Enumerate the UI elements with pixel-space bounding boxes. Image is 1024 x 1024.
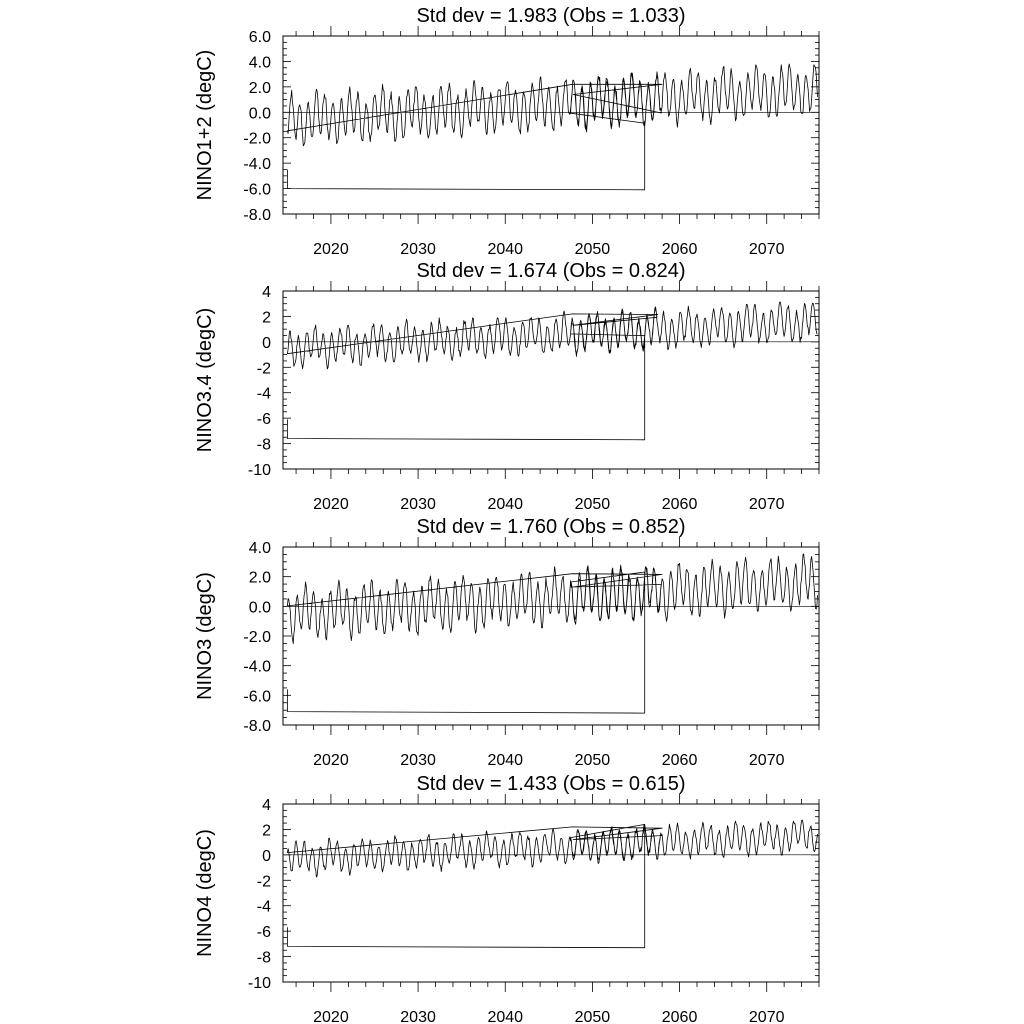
chart-panel-3: Std dev = 1.760 (Obs = 0.852) NINO3 (degC…: [194, 516, 820, 769]
x-tick-label: 2030: [400, 496, 436, 513]
x-tick-label: 2030: [400, 241, 436, 258]
y-axis-label: NINO3.4 (degC): [194, 308, 216, 453]
chart-title: Std dev = 1.433 (Obs = 0.615): [416, 773, 685, 795]
x-tick-label: 2070: [749, 496, 785, 513]
plot-frame: [282, 803, 820, 983]
nino-index-series-line: [287, 819, 818, 949]
y-axis-label: NINO1+2 (degC): [194, 50, 216, 201]
y-tick-label: 2.0: [249, 80, 271, 97]
x-tick-label: 2060: [662, 752, 698, 769]
x-tick-label: 2050: [575, 1009, 611, 1024]
y-tick-label: 2: [262, 309, 271, 326]
x-tick-label: 2030: [400, 752, 436, 769]
x-tick-label: 2040: [487, 1009, 523, 1024]
x-tick-label: 2050: [575, 496, 611, 513]
y-tick-label: 4.0: [249, 540, 271, 557]
y-tick-label: 4.0: [249, 54, 271, 71]
x-tick-label: 2040: [487, 496, 523, 513]
chart-panel-1: Std dev = 1.983 (Obs = 1.033) NINO1+2 (de…: [194, 5, 820, 258]
y-tick-label: -6: [257, 411, 271, 428]
y-tick-label: -8.0: [243, 207, 271, 224]
x-tick-label: 2020: [313, 496, 349, 513]
plot-frame: [282, 290, 820, 470]
y-tick-label: -2.0: [243, 629, 271, 646]
y-tick-label: 4: [262, 797, 271, 814]
y-tick-label: -8.0: [243, 718, 271, 735]
y-tick-label: -8: [257, 437, 271, 454]
y-tick-label: 2.0: [249, 570, 271, 587]
x-tick-label: 2030: [400, 1009, 436, 1024]
x-tick-label: 2060: [662, 1009, 698, 1024]
x-tick-label: 2020: [313, 241, 349, 258]
y-tick-label: -4.0: [243, 156, 271, 173]
y-tick-label: 2: [262, 822, 271, 839]
x-tick-label: 2020: [313, 1009, 349, 1024]
y-tick-label: -2: [257, 360, 271, 377]
y-tick-label: 0.0: [249, 599, 271, 616]
x-tick-label: 2040: [487, 752, 523, 769]
x-tick-label: 2060: [662, 241, 698, 258]
x-tick-label: 2040: [487, 241, 523, 258]
y-axis-label: NINO3 (degC): [194, 572, 216, 700]
y-tick-label: -4.0: [243, 659, 271, 676]
x-tick-label: 2070: [749, 241, 785, 258]
y-tick-label: -2.0: [243, 131, 271, 148]
y-tick-label: -6: [257, 924, 271, 941]
nino-index-series-line: [287, 553, 818, 714]
x-tick-label: 2070: [749, 752, 785, 769]
x-tick-label: 2050: [575, 752, 611, 769]
y-tick-label: 0: [262, 335, 271, 352]
chart-title: Std dev = 1.983 (Obs = 1.033): [416, 5, 685, 27]
y-tick-label: -8: [257, 950, 271, 967]
chart-title: Std dev = 1.760 (Obs = 0.852): [416, 516, 685, 538]
y-tick-label: -10: [248, 462, 271, 479]
x-tick-label: 2060: [662, 496, 698, 513]
y-tick-label: 4: [262, 284, 271, 301]
y-tick-label: -6.0: [243, 688, 271, 705]
y-tick-label: -2: [257, 873, 271, 890]
y-tick-label: 0.0: [249, 105, 271, 122]
chart-panel-4: Std dev = 1.433 (Obs = 0.615) NINO4 (degC…: [194, 773, 820, 1024]
y-axis-label: NINO4 (degC): [194, 829, 216, 957]
chart-panel-2: Std dev = 1.674 (Obs = 0.824) NINO3.4 (de…: [194, 260, 820, 513]
y-tick-label: -4: [257, 899, 271, 916]
y-tick-label: 6.0: [249, 29, 271, 46]
nino-index-series-line: [287, 301, 818, 441]
x-tick-label: 2070: [749, 1009, 785, 1024]
nino-index-series-line: [287, 63, 818, 191]
plot-frame: [282, 35, 820, 215]
x-tick-label: 2050: [575, 241, 611, 258]
y-tick-label: 0: [262, 848, 271, 865]
y-tick-label: -4: [257, 386, 271, 403]
chart-title: Std dev = 1.674 (Obs = 0.824): [416, 260, 685, 282]
y-tick-label: -10: [248, 975, 271, 992]
x-tick-label: 2020: [313, 752, 349, 769]
y-tick-label: -6.0: [243, 182, 271, 199]
